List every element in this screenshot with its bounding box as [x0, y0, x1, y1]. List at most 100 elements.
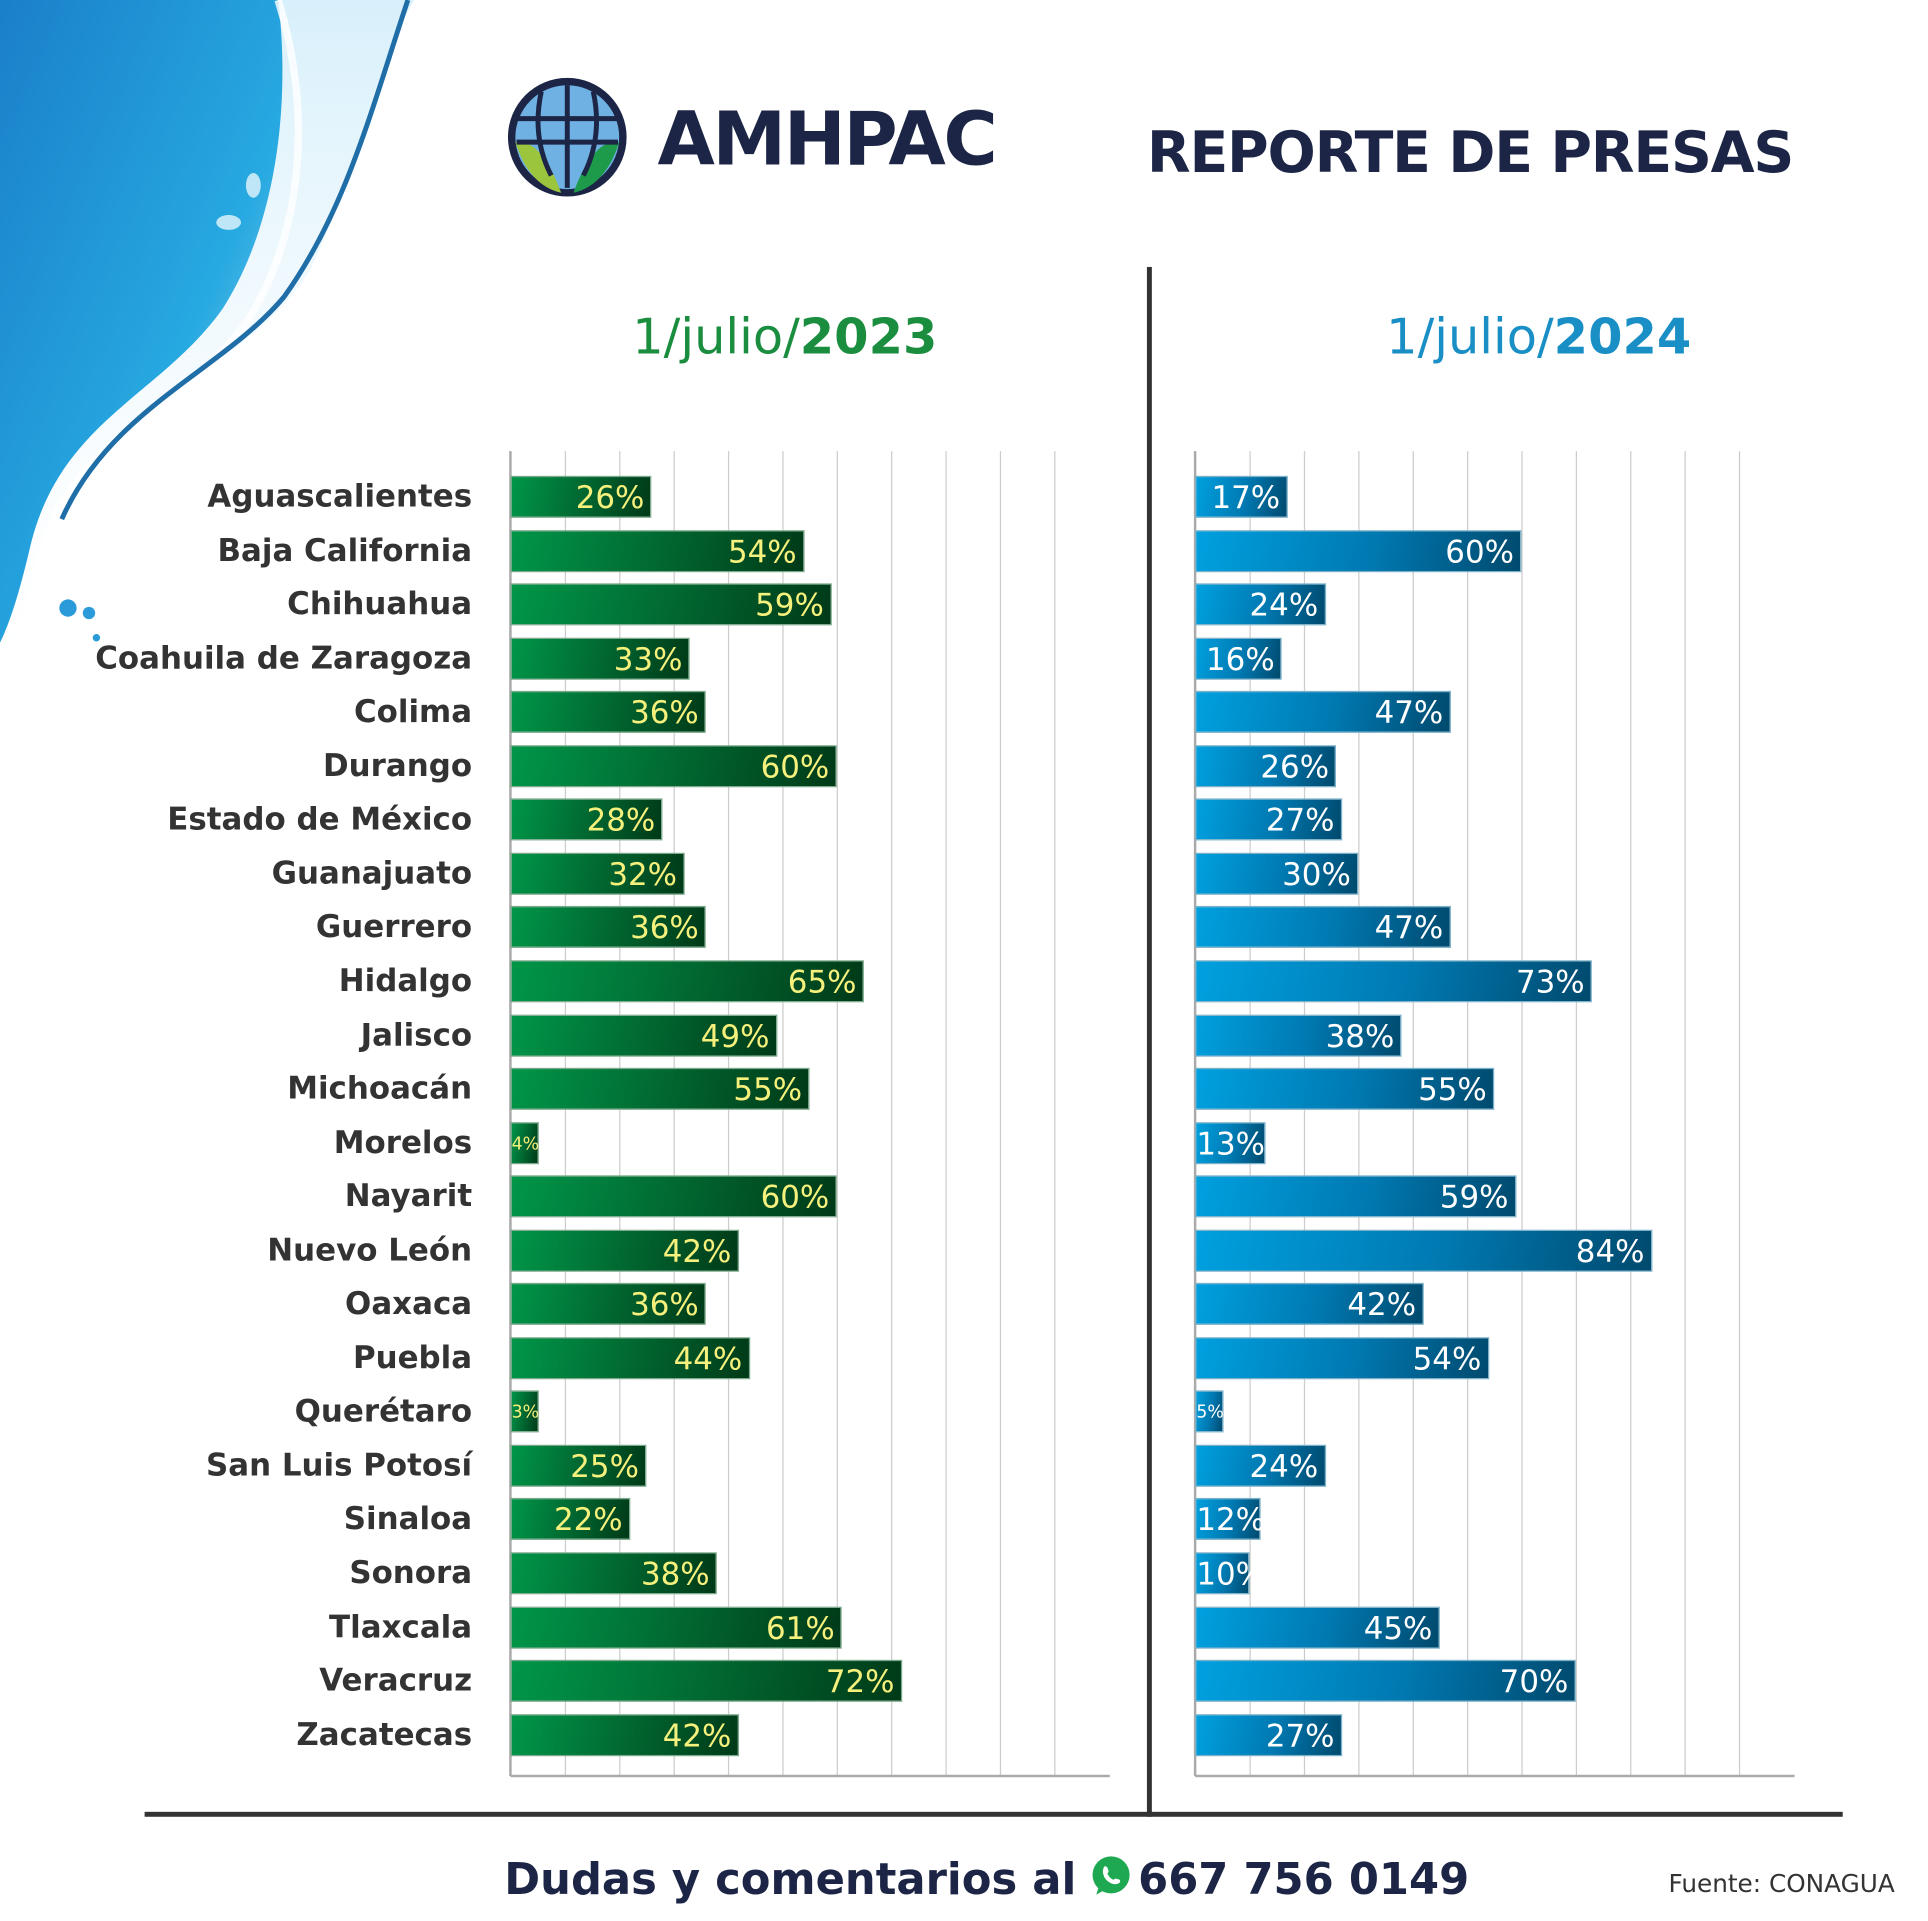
- gridline: [999, 451, 1002, 1776]
- category-label: Zacatecas: [296, 1716, 473, 1753]
- date-prefix: 1/julio/: [632, 308, 800, 366]
- water-wave-decoration: [0, 0, 415, 668]
- bar-2023: 55%: [510, 1067, 810, 1110]
- gridline: [1054, 451, 1056, 1776]
- bar-2023: 59%: [510, 583, 832, 626]
- category-label: Nuevo León: [267, 1231, 473, 1268]
- phone-number[interactable]: 667 756 0149: [1138, 1855, 1470, 1906]
- gridline: [836, 451, 838, 1776]
- whatsapp-icon: [1089, 1854, 1133, 1910]
- bar-2024: 27%: [1195, 1713, 1342, 1756]
- gridline: [619, 451, 621, 1776]
- bar-2023: 54%: [510, 529, 805, 572]
- gridline: [945, 451, 947, 1776]
- bar-2023: 28%: [510, 798, 663, 841]
- contact-text: Dudas y comentarios al: [504, 1855, 1077, 1906]
- amhpac-logo-icon: [507, 77, 627, 197]
- footer-divider: [144, 1811, 1843, 1817]
- category-label: Chihuahua: [287, 585, 473, 622]
- data-source: Fuente: CONAGUA: [1668, 1868, 1895, 1899]
- category-label: Michoacán: [287, 1070, 473, 1107]
- bar-2024: 27%: [1195, 798, 1342, 841]
- bar-2024: 24%: [1195, 583, 1326, 626]
- gridline: [1467, 451, 1469, 1776]
- bar-2024: 16%: [1195, 637, 1283, 680]
- bar-2023: 26%: [510, 475, 652, 518]
- bar-2024: 59%: [1195, 1175, 1516, 1218]
- category-label: Estado de México: [167, 801, 473, 838]
- bar-2024: 73%: [1195, 960, 1593, 1003]
- bar-2024: 42%: [1195, 1283, 1424, 1326]
- category-label: Nayarit: [344, 1177, 473, 1214]
- category-label: Guanajuato: [271, 855, 473, 891]
- bar-2023: 3%: [510, 1390, 539, 1433]
- gridline: [1630, 451, 1632, 1776]
- bar-2023: 42%: [510, 1713, 739, 1756]
- date-prefix: 1/julio/: [1386, 308, 1554, 366]
- category-label: Tlaxcala: [329, 1608, 473, 1645]
- bar-2024: 54%: [1195, 1336, 1489, 1380]
- bar-2023: 36%: [510, 1283, 707, 1326]
- date-year: 2024: [1553, 308, 1692, 366]
- bar-2024: 13%: [1195, 1121, 1266, 1164]
- bar-2023: 4%: [510, 1121, 539, 1164]
- gridline: [1303, 451, 1306, 1776]
- gridline: [1521, 451, 1523, 1776]
- bar-2024: 84%: [1195, 1229, 1652, 1272]
- bar-2024: 38%: [1195, 1014, 1402, 1057]
- gridline: [673, 451, 675, 1776]
- bar-2024: 47%: [1195, 906, 1451, 949]
- y-axis: [1193, 451, 1197, 1776]
- bar-2023: 25%: [510, 1444, 647, 1487]
- category-label: Querétaro: [294, 1393, 473, 1430]
- bar-2024: 45%: [1195, 1606, 1440, 1649]
- bar-2023: 38%: [510, 1552, 718, 1595]
- bar-2023: 32%: [510, 852, 685, 895]
- category-label: Colima: [353, 693, 473, 730]
- bar-2024: 60%: [1195, 529, 1522, 572]
- x-axis: [1195, 1774, 1795, 1778]
- bar-2024: 10%: [1195, 1552, 1265, 1595]
- gridline: [1249, 451, 1251, 1776]
- bar-2023: 22%: [510, 1498, 631, 1541]
- category-label: Baja California: [217, 532, 473, 568]
- gridline: [891, 451, 893, 1776]
- gridline: [564, 451, 567, 1776]
- category-label: Guerrero: [315, 908, 473, 945]
- bar-2023: 49%: [510, 1014, 777, 1057]
- panel-divider: [1146, 266, 1152, 1817]
- chart-title-2024: 1/julio/2024: [1279, 309, 1798, 366]
- category-label: Sinaloa: [343, 1500, 473, 1537]
- bar-2023: 65%: [510, 960, 864, 1003]
- x-axis: [510, 1774, 1110, 1778]
- bar-2023: 60%: [510, 1175, 837, 1218]
- bar-2024: 70%: [1195, 1659, 1576, 1702]
- bar-2024: 30%: [1195, 852, 1359, 895]
- bar-2024: 5%: [1195, 1390, 1224, 1433]
- category-label: Aguascalientes: [207, 478, 473, 515]
- bar-2024: 47%: [1195, 691, 1451, 734]
- category-label: Oaxaca: [345, 1285, 473, 1322]
- bar-2023: 42%: [510, 1229, 739, 1272]
- bar-2024: 17%: [1195, 475, 1288, 518]
- bar-2024: 24%: [1195, 1444, 1326, 1487]
- footer-contact: Dudas y comentarios al 667 756 0149: [504, 1854, 1469, 1910]
- gridline: [1684, 451, 1686, 1776]
- category-label: Hidalgo: [338, 962, 473, 999]
- category-label: Morelos: [333, 1124, 473, 1161]
- gridline: [727, 451, 730, 1776]
- gridline: [782, 451, 784, 1776]
- gridline: [1412, 451, 1414, 1776]
- gridline: [1575, 451, 1578, 1776]
- category-label: Veracruz: [319, 1662, 473, 1699]
- bar-2023: 72%: [510, 1659, 902, 1702]
- y-axis: [509, 451, 512, 1776]
- brand-name: AMHPAC: [657, 96, 997, 183]
- bar-2023: 36%: [510, 691, 707, 734]
- category-label: San Luis Potosí: [205, 1447, 473, 1483]
- date-year: 2023: [799, 308, 938, 366]
- gridline: [1738, 451, 1741, 1776]
- bar-2024: 55%: [1195, 1067, 1495, 1110]
- bar-2023: 33%: [510, 637, 690, 680]
- category-label: Coahuila de Zaragoza: [95, 639, 473, 676]
